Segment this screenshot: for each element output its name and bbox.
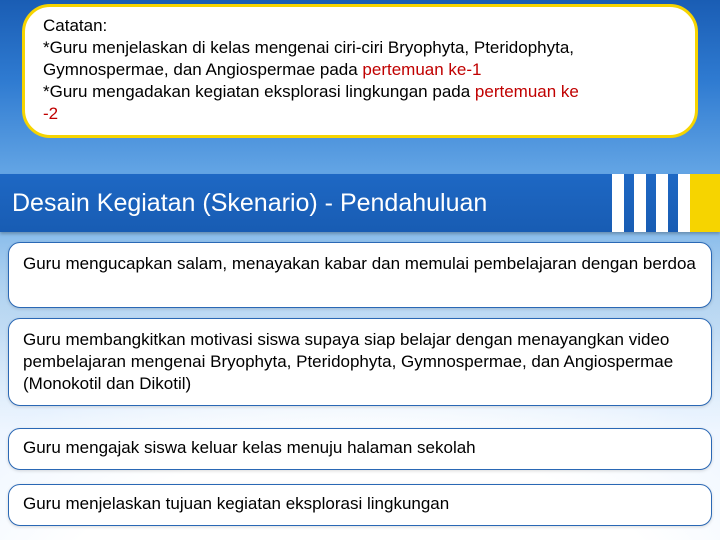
note-line-3b-red: pertemuan ke bbox=[475, 82, 579, 101]
card-4: Guru menjelaskan tujuan kegiatan eksplor… bbox=[8, 484, 712, 526]
note-box: Catatan: *Guru menjelaskan di kelas meng… bbox=[22, 4, 698, 138]
note-line-3a: *Guru mengadakan kegiatan eksplorasi lin… bbox=[43, 82, 475, 101]
note-line-2: Gymnospermae, dan Angiospermae pada pert… bbox=[43, 59, 677, 81]
note-line-1: *Guru menjelaskan di kelas mengenai ciri… bbox=[43, 37, 677, 59]
note-line-3: *Guru mengadakan kegiatan eksplorasi lin… bbox=[43, 81, 677, 103]
card-3: Guru mengajak siswa keluar kelas menuju … bbox=[8, 428, 712, 470]
note-line-2b-red: pertemuan ke-1 bbox=[362, 60, 481, 79]
section-header: Desain Kegiatan (Skenario) - Pendahuluan bbox=[0, 174, 720, 232]
card-1-text: Guru mengucapkan salam, menayakan kabar … bbox=[23, 254, 696, 273]
card-1: Guru mengucapkan salam, menayakan kabar … bbox=[8, 242, 712, 308]
card-3-text: Guru mengajak siswa keluar kelas menuju … bbox=[23, 438, 476, 457]
section-header-title: Desain Kegiatan (Skenario) - Pendahuluan bbox=[12, 189, 487, 218]
card-2: Guru membangkitkan motivasi siswa supaya… bbox=[8, 318, 712, 406]
card-4-text: Guru menjelaskan tujuan kegiatan eksplor… bbox=[23, 494, 449, 513]
note-line-4-red: -2 bbox=[43, 103, 677, 125]
card-2-text: Guru membangkitkan motivasi siswa supaya… bbox=[23, 330, 673, 393]
header-bars-decoration bbox=[612, 174, 690, 232]
note-line-2a: Gymnospermae, dan Angiospermae pada bbox=[43, 60, 362, 79]
note-heading: Catatan: bbox=[43, 16, 107, 35]
